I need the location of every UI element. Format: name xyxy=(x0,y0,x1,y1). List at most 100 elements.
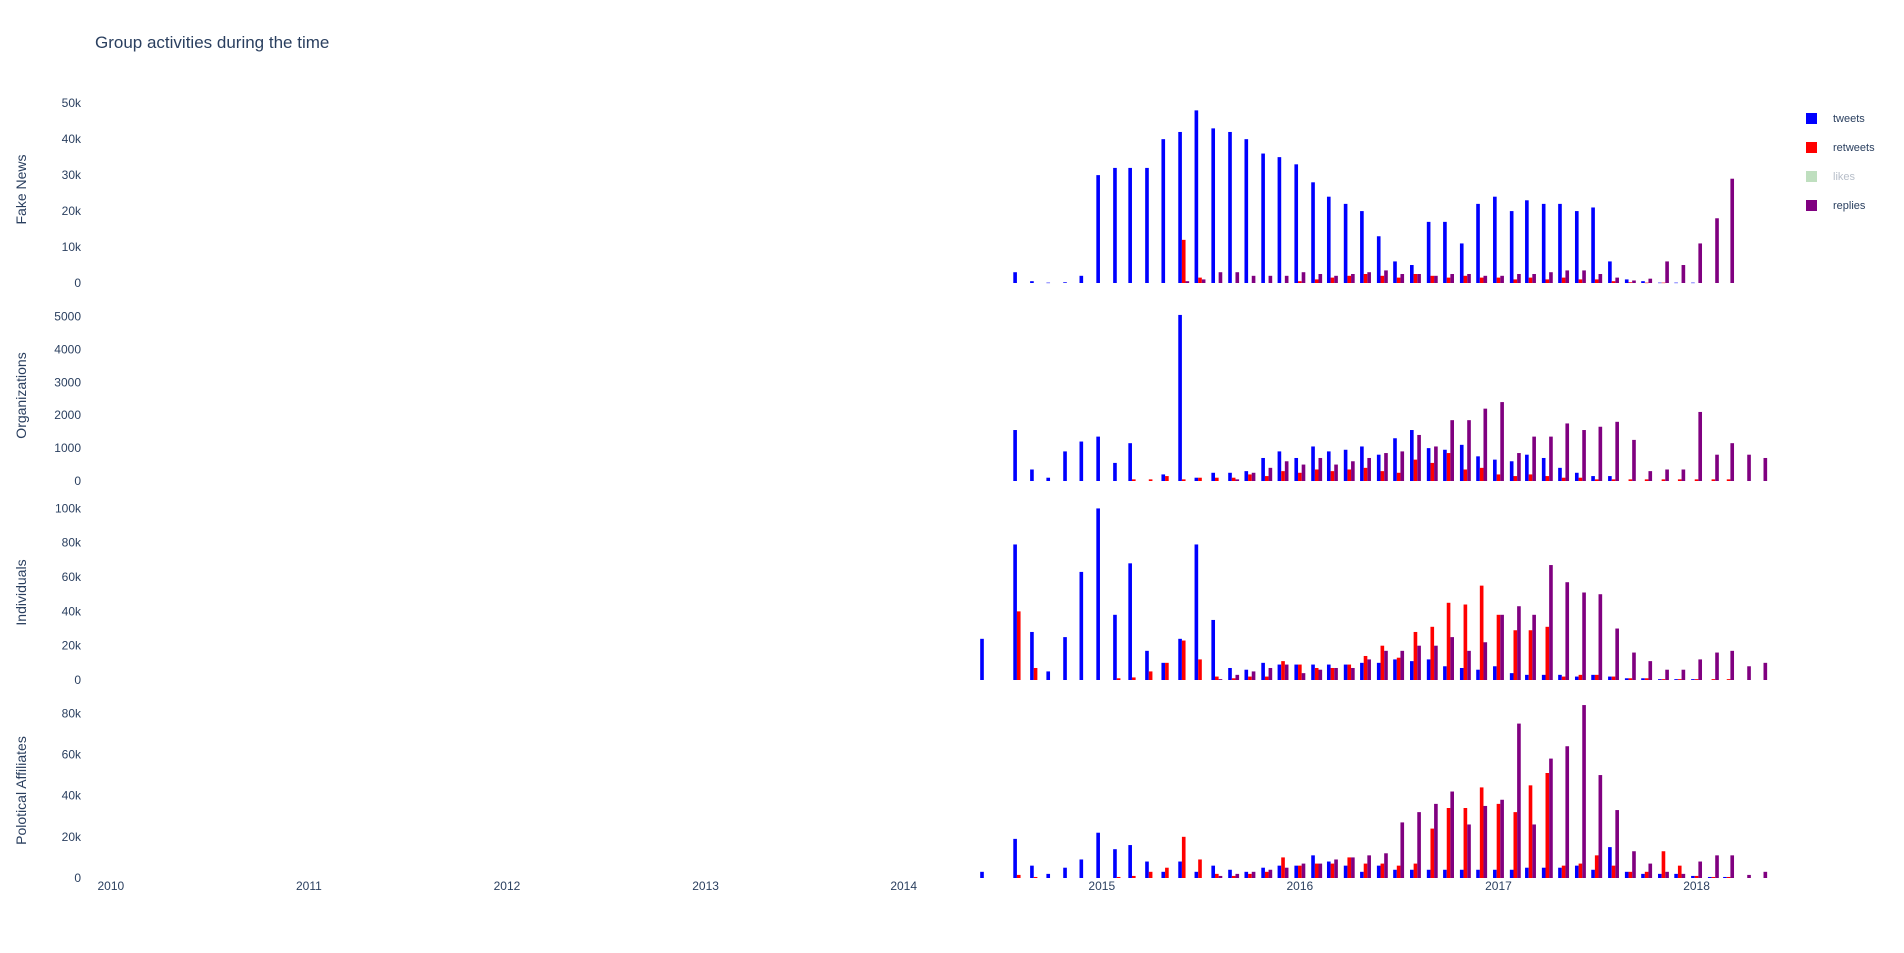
bar-retweets xyxy=(1578,674,1583,680)
bar-retweets xyxy=(1446,277,1451,283)
bar-retweets xyxy=(1148,479,1153,481)
bar-tweets xyxy=(1211,472,1216,481)
bar-retweets xyxy=(1248,474,1252,481)
bar-tweets xyxy=(1145,650,1149,680)
bar-tweets xyxy=(1426,659,1431,680)
bar-replies xyxy=(1582,705,1586,878)
y-tick-label: 20k xyxy=(62,204,82,218)
bar-replies xyxy=(1268,275,1273,283)
bar-retweets xyxy=(1661,282,1666,284)
x-tick-label: 2015 xyxy=(1088,879,1115,893)
bar-tweets xyxy=(1707,876,1712,878)
bar-tweets xyxy=(1493,459,1497,482)
bar-replies xyxy=(1648,471,1653,481)
bar-retweets xyxy=(1644,282,1649,284)
bar-replies xyxy=(1582,430,1586,481)
x-tick-label: 2013 xyxy=(692,879,719,893)
y-tick-label: 40k xyxy=(62,132,82,146)
bar-retweets xyxy=(1528,474,1533,481)
legend-item-retweets[interactable]: retweets xyxy=(1806,133,1875,162)
bar-retweets xyxy=(1314,279,1319,283)
bar-tweets xyxy=(1228,472,1232,481)
bar-replies xyxy=(1681,265,1686,283)
bar-tweets xyxy=(1013,430,1017,481)
bar-tweets xyxy=(1476,203,1480,283)
bar-retweets xyxy=(1496,277,1501,283)
bar-retweets xyxy=(1248,873,1252,878)
bar-replies xyxy=(1549,758,1553,878)
x-tick-label: 2017 xyxy=(1485,879,1512,893)
bar-tweets xyxy=(1476,669,1480,680)
bar-tweets xyxy=(1030,865,1034,878)
y-tick-label: 100k xyxy=(55,501,82,515)
y-tick-label: 3000 xyxy=(54,375,81,389)
bar-tweets xyxy=(1013,544,1017,680)
bar-retweets xyxy=(1711,479,1716,481)
bar-retweets xyxy=(1347,275,1352,283)
bar-tweets xyxy=(1178,638,1182,680)
bar-tweets xyxy=(1113,167,1117,283)
bar-tweets xyxy=(1030,281,1034,283)
bar-replies xyxy=(1500,614,1504,680)
bar-tweets xyxy=(1079,275,1084,283)
legend-item-tweets[interactable]: tweets xyxy=(1806,104,1875,133)
bar-retweets xyxy=(1545,476,1550,481)
bar-replies xyxy=(1715,652,1719,680)
bar-tweets xyxy=(1624,871,1629,878)
bar-replies xyxy=(1434,446,1438,481)
bar-retweets xyxy=(1479,585,1484,680)
bar-replies xyxy=(1681,669,1686,680)
bar-retweets xyxy=(1396,277,1401,283)
bar-retweets xyxy=(1281,661,1285,680)
bar-tweets xyxy=(1525,674,1529,680)
bar-replies xyxy=(1417,274,1421,283)
bar-retweets xyxy=(1430,626,1435,680)
bar-replies xyxy=(1500,402,1504,481)
bar-retweets xyxy=(1694,679,1699,680)
bar-tweets xyxy=(1311,182,1315,283)
bar-replies xyxy=(1698,659,1703,680)
subplot-3: 0 20k 40k 60k 80k 100k Individuals xyxy=(13,501,1768,687)
bar-retweets xyxy=(1694,479,1699,481)
bar-retweets xyxy=(1463,604,1468,680)
bar-replies xyxy=(1450,420,1454,481)
bar-replies xyxy=(1483,642,1488,680)
legend-item-replies[interactable]: replies xyxy=(1806,191,1875,220)
bar-replies xyxy=(1730,650,1735,680)
bar-replies xyxy=(1185,281,1190,283)
bar-replies xyxy=(1698,243,1703,283)
legend-item-likes[interactable]: likes xyxy=(1806,162,1875,191)
bar-replies xyxy=(1598,775,1603,878)
bar-tweets xyxy=(1326,664,1331,680)
bar-retweets xyxy=(1463,275,1468,283)
bar-retweets xyxy=(1298,281,1302,283)
legend-label-likes: likes xyxy=(1833,170,1856,183)
bar-tweets xyxy=(1261,867,1265,878)
bar-replies xyxy=(1730,178,1735,283)
bar-replies xyxy=(1318,457,1323,481)
bar-retweets xyxy=(1380,863,1385,878)
bar-replies xyxy=(1367,272,1371,283)
y-tick-label: 60k xyxy=(62,570,82,584)
bar-tweets xyxy=(1459,869,1464,878)
bar-tweets xyxy=(1509,461,1514,481)
legend-label-retweets: retweets xyxy=(1833,141,1875,154)
bar-replies xyxy=(1235,479,1240,481)
bar-tweets xyxy=(1343,203,1348,283)
bar-tweets xyxy=(1128,167,1132,283)
bar-retweets xyxy=(1677,679,1682,680)
bar-retweets xyxy=(1661,479,1666,481)
bar-retweets xyxy=(1248,676,1252,680)
bar-tweets xyxy=(1294,457,1299,481)
bar-tweets xyxy=(1691,875,1695,878)
bar-retweets xyxy=(1479,277,1484,283)
bar-retweets xyxy=(1528,277,1533,283)
bar-retweets xyxy=(1148,871,1153,878)
bar-tweets xyxy=(1343,664,1348,680)
bar-tweets xyxy=(1393,659,1397,680)
bar-retweets xyxy=(1380,275,1385,283)
bar-retweets xyxy=(1181,479,1186,481)
y-tick-label: 10k xyxy=(62,240,82,254)
bar-replies xyxy=(1235,873,1240,878)
bar-retweets xyxy=(1165,662,1169,680)
